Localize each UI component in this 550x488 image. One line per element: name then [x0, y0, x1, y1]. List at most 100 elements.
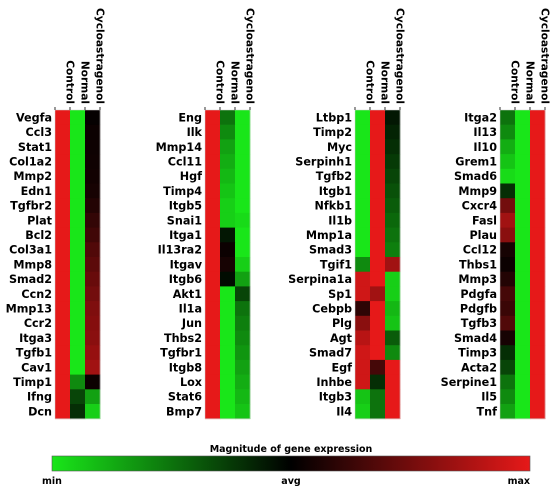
gene-label: Tgfb3	[461, 317, 497, 330]
gene-label: Il13	[473, 126, 497, 139]
heatmap-cell	[530, 257, 546, 273]
column-label-normal: Normal	[379, 61, 391, 104]
heatmap-cell	[220, 154, 236, 170]
heatmap-cell	[205, 404, 221, 420]
heatmap-cell	[235, 168, 251, 184]
heatmap-cell	[70, 271, 86, 287]
heatmap-cell	[500, 404, 516, 420]
heatmap-cell	[205, 389, 221, 405]
heatmap-cell	[220, 227, 236, 243]
heatmap-cell	[235, 404, 251, 420]
heatmap-cell	[85, 345, 101, 361]
heatmap-cell	[515, 168, 531, 184]
gene-label: Col1a2	[9, 155, 52, 168]
heatmap-cell	[370, 389, 386, 405]
gene-label: Tgfbr1	[160, 347, 202, 360]
heatmap-cell	[530, 139, 546, 155]
gene-label: Ifng	[27, 391, 52, 404]
heatmap-cell	[70, 242, 86, 258]
heatmap-cell	[355, 212, 371, 228]
gene-label: Mmp2	[13, 170, 52, 183]
heatmap-cell	[55, 168, 71, 184]
heatmap-cell	[355, 139, 371, 155]
heatmap-cell	[85, 271, 101, 287]
color-scale-title: Magnitude of gene expression	[210, 444, 373, 455]
gene-label: Itgav	[170, 258, 203, 271]
heatmap-cell	[355, 154, 371, 170]
heatmap-cell	[220, 124, 236, 140]
gene-label: Thbs2	[164, 332, 202, 345]
heatmap-cell	[55, 315, 71, 331]
heatmap-cell	[70, 389, 86, 405]
column-label-control: Control	[64, 60, 76, 104]
column-label-control: Control	[509, 60, 521, 104]
gene-label: Cxcr4	[462, 200, 498, 213]
gene-label: Itgb3	[319, 391, 352, 404]
column-label-cycloastragenol: Cycloastragenol	[244, 8, 256, 104]
heatmap-cell	[500, 345, 516, 361]
gene-label: Mmp1a	[306, 229, 352, 242]
heatmap-cell	[220, 168, 236, 184]
heatmap-cell	[500, 242, 516, 258]
gene-label: Bcl2	[25, 229, 52, 242]
heatmap-cell	[500, 124, 516, 140]
heatmap-cell	[70, 212, 86, 228]
heatmap-cell	[370, 271, 386, 287]
heatmap-cell	[500, 301, 516, 317]
gene-label: Serpinh1	[295, 155, 352, 168]
heatmap-cell	[355, 286, 371, 302]
column-label-normal: Normal	[229, 61, 241, 104]
heatmap-cell	[205, 359, 221, 375]
heatmap-cell	[220, 110, 236, 126]
heatmap-cell	[235, 286, 251, 302]
heatmap-cell	[530, 359, 546, 375]
heatmap-cell	[385, 315, 401, 331]
heatmap-cell	[385, 154, 401, 170]
heatmap-cell	[385, 345, 401, 361]
heatmap-cell	[530, 183, 546, 199]
heatmap-cell	[500, 271, 516, 287]
gene-label: Itga1	[169, 229, 202, 242]
heatmap-cell	[235, 257, 251, 273]
heatmap-cell	[515, 374, 531, 390]
heatmap-cell	[530, 271, 546, 287]
heatmap-cell	[85, 359, 101, 375]
heatmap-cell	[85, 183, 101, 199]
heatmap-cell	[500, 389, 516, 405]
heatmap-cell	[355, 330, 371, 346]
heatmap-cell	[385, 359, 401, 375]
heatmap-cell	[355, 110, 371, 126]
heatmap-cell	[370, 286, 386, 302]
heatmap-cell	[235, 227, 251, 243]
gene-label: Stat1	[18, 141, 52, 154]
heatmap-cell	[70, 359, 86, 375]
heatmap-cell	[385, 227, 401, 243]
gene-label: Vegfa	[16, 111, 52, 124]
heatmap-cell	[385, 198, 401, 214]
heatmap-cell	[55, 242, 71, 258]
column-label-normal: Normal	[524, 61, 536, 104]
heatmap-cell	[515, 154, 531, 170]
heatmap-cell	[220, 374, 236, 390]
gene-label: Acta2	[461, 361, 497, 374]
gene-label: Itgb5	[169, 200, 202, 213]
heatmap-cell	[500, 359, 516, 375]
gene-label: Timp3	[458, 347, 497, 360]
heatmap-panel-3: Control Normal Cycloastragenol Ltbp1 Timp2 My…	[288, 8, 406, 420]
gene-label: Il1a	[179, 302, 202, 315]
heatmap-cell	[370, 183, 386, 199]
heatmap-cell	[355, 198, 371, 214]
gene-label: Il4	[336, 405, 352, 418]
heatmap-cell	[370, 124, 386, 140]
heatmap-cell	[515, 315, 531, 331]
heatmap-cell	[355, 301, 371, 317]
gene-label: Mmp13	[6, 302, 52, 315]
gene-label: Il1b	[328, 214, 352, 227]
heatmap-cell	[235, 198, 251, 214]
gene-label: Timp1	[13, 376, 52, 389]
heatmap-cell	[85, 154, 101, 170]
heatmap-cell	[355, 404, 371, 420]
heatmap-cell	[220, 183, 236, 199]
heatmap-cell	[515, 404, 531, 420]
heatmap-cell	[515, 359, 531, 375]
